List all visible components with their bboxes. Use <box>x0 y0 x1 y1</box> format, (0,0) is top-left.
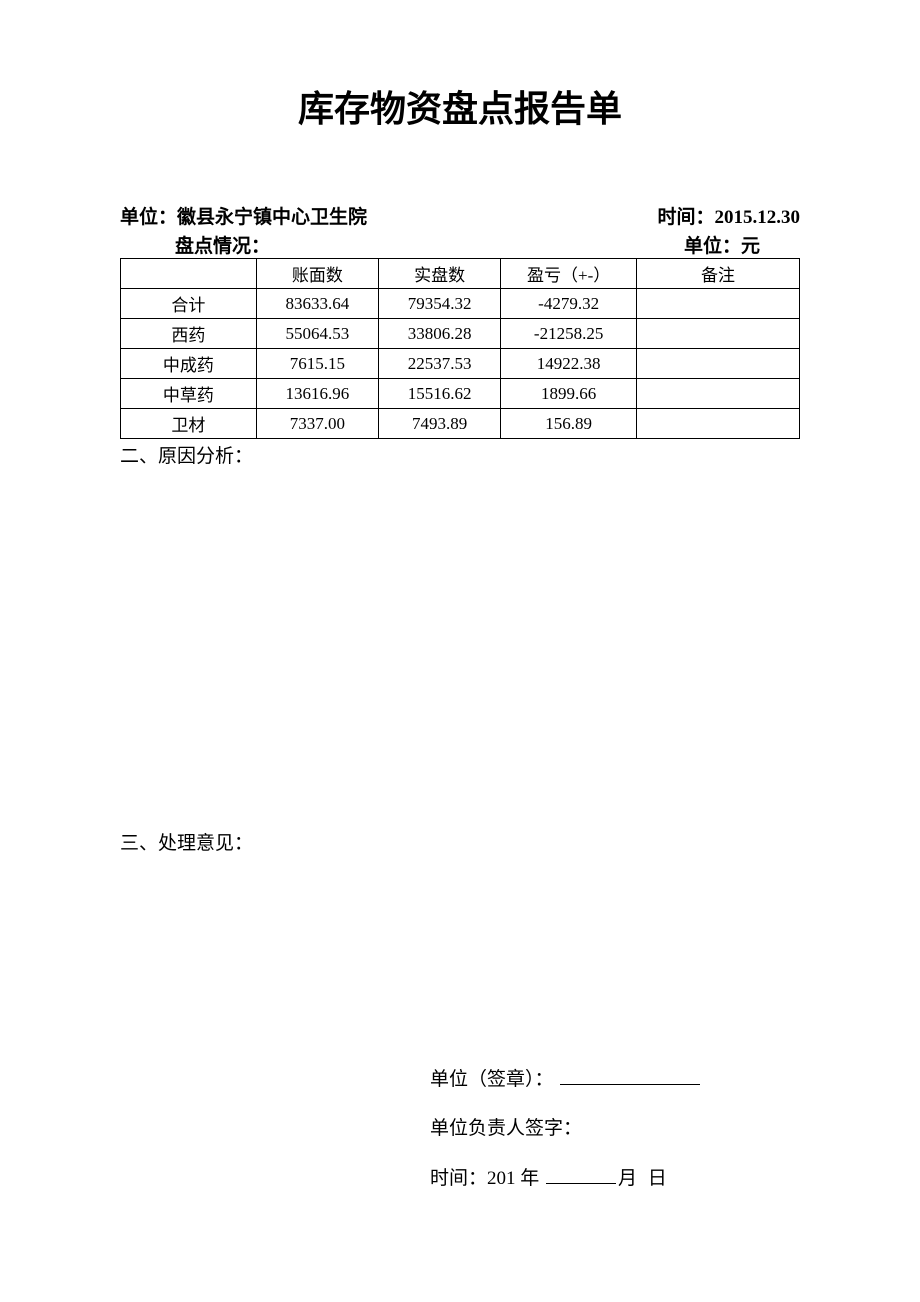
leader-line: 单位负责人签字： <box>430 1104 800 1153</box>
day-label: 日 <box>648 1168 667 1189</box>
cell-actual: 7493.89 <box>379 409 501 439</box>
unit-value: 徽县永宁镇中心卫生院 <box>177 207 367 228</box>
month-label: 月 <box>618 1168 637 1189</box>
seal-line: 单位（签章）： <box>430 1055 800 1104</box>
cell-book: 13616.96 <box>256 379 378 409</box>
situation-label: 盘点情况： <box>175 231 270 258</box>
cell-note <box>637 379 800 409</box>
cell-diff: 14922.38 <box>501 349 637 379</box>
cell-cat: 中成药 <box>121 349 257 379</box>
table-header-row: 账面数 实盘数 盈亏（+-） 备注 <box>121 259 800 289</box>
cell-actual: 22537.53 <box>379 349 501 379</box>
section-analysis: 二、原因分析： <box>120 441 800 468</box>
cell-diff: -4279.32 <box>501 289 637 319</box>
cell-book: 7337.00 <box>256 409 378 439</box>
inventory-table: 账面数 实盘数 盈亏（+-） 备注 合计 83633.64 79354.32 -… <box>120 258 800 439</box>
col-actual: 实盘数 <box>379 259 501 289</box>
doc-title: 库存物资盘点报告单 <box>120 80 800 132</box>
seal-underline <box>560 1066 700 1085</box>
col-category <box>121 259 257 289</box>
table-row: 中成药 7615.15 22537.53 14922.38 <box>121 349 800 379</box>
time-label: 时间： <box>657 207 714 228</box>
cell-cat: 合计 <box>121 289 257 319</box>
cell-note <box>637 349 800 379</box>
section-opinion: 三、处理意见： <box>120 828 800 855</box>
seal-label: 单位（签章）： <box>430 1069 554 1090</box>
time-value: 2015.12.30 <box>715 207 801 228</box>
table-row: 卫材 7337.00 7493.89 156.89 <box>121 409 800 439</box>
cell-cat: 中草药 <box>121 379 257 409</box>
table-row: 西药 55064.53 33806.28 -21258.25 <box>121 319 800 349</box>
col-diff: 盈亏（+-） <box>501 259 637 289</box>
header-row: 单位：徽县永宁镇中心卫生院 时间：2015.12.30 <box>120 202 800 229</box>
cell-actual: 79354.32 <box>379 289 501 319</box>
cell-book: 83633.64 <box>256 289 378 319</box>
cell-actual: 33806.28 <box>379 319 501 349</box>
col-note: 备注 <box>637 259 800 289</box>
currency-label: 单位：元 <box>684 231 760 258</box>
date-line: 时间：201 年 月 日 <box>430 1154 800 1203</box>
cell-cat: 西药 <box>121 319 257 349</box>
table-row: 合计 83633.64 79354.32 -4279.32 <box>121 289 800 319</box>
col-book: 账面数 <box>256 259 378 289</box>
cell-diff: -21258.25 <box>501 319 637 349</box>
cell-book: 7615.15 <box>256 349 378 379</box>
date-prefix: 时间：201 年 <box>430 1168 539 1189</box>
cell-note <box>637 409 800 439</box>
cell-actual: 15516.62 <box>379 379 501 409</box>
cell-cat: 卫材 <box>121 409 257 439</box>
cell-diff: 156.89 <box>501 409 637 439</box>
sub-header-row: 盘点情况： 单位：元 <box>120 231 800 258</box>
signature-block: 单位（签章）： 单位负责人签字： 时间：201 年 月 日 <box>430 1055 800 1203</box>
cell-note <box>637 319 800 349</box>
table-row: 中草药 13616.96 15516.62 1899.66 <box>121 379 800 409</box>
cell-note <box>637 289 800 319</box>
unit-label: 单位： <box>120 207 177 228</box>
cell-diff: 1899.66 <box>501 379 637 409</box>
unit-info: 单位：徽县永宁镇中心卫生院 <box>120 202 367 229</box>
time-info: 时间：2015.12.30 <box>657 202 800 229</box>
leader-label: 单位负责人签字： <box>430 1118 582 1139</box>
cell-book: 55064.53 <box>256 319 378 349</box>
month-underline <box>546 1165 616 1184</box>
